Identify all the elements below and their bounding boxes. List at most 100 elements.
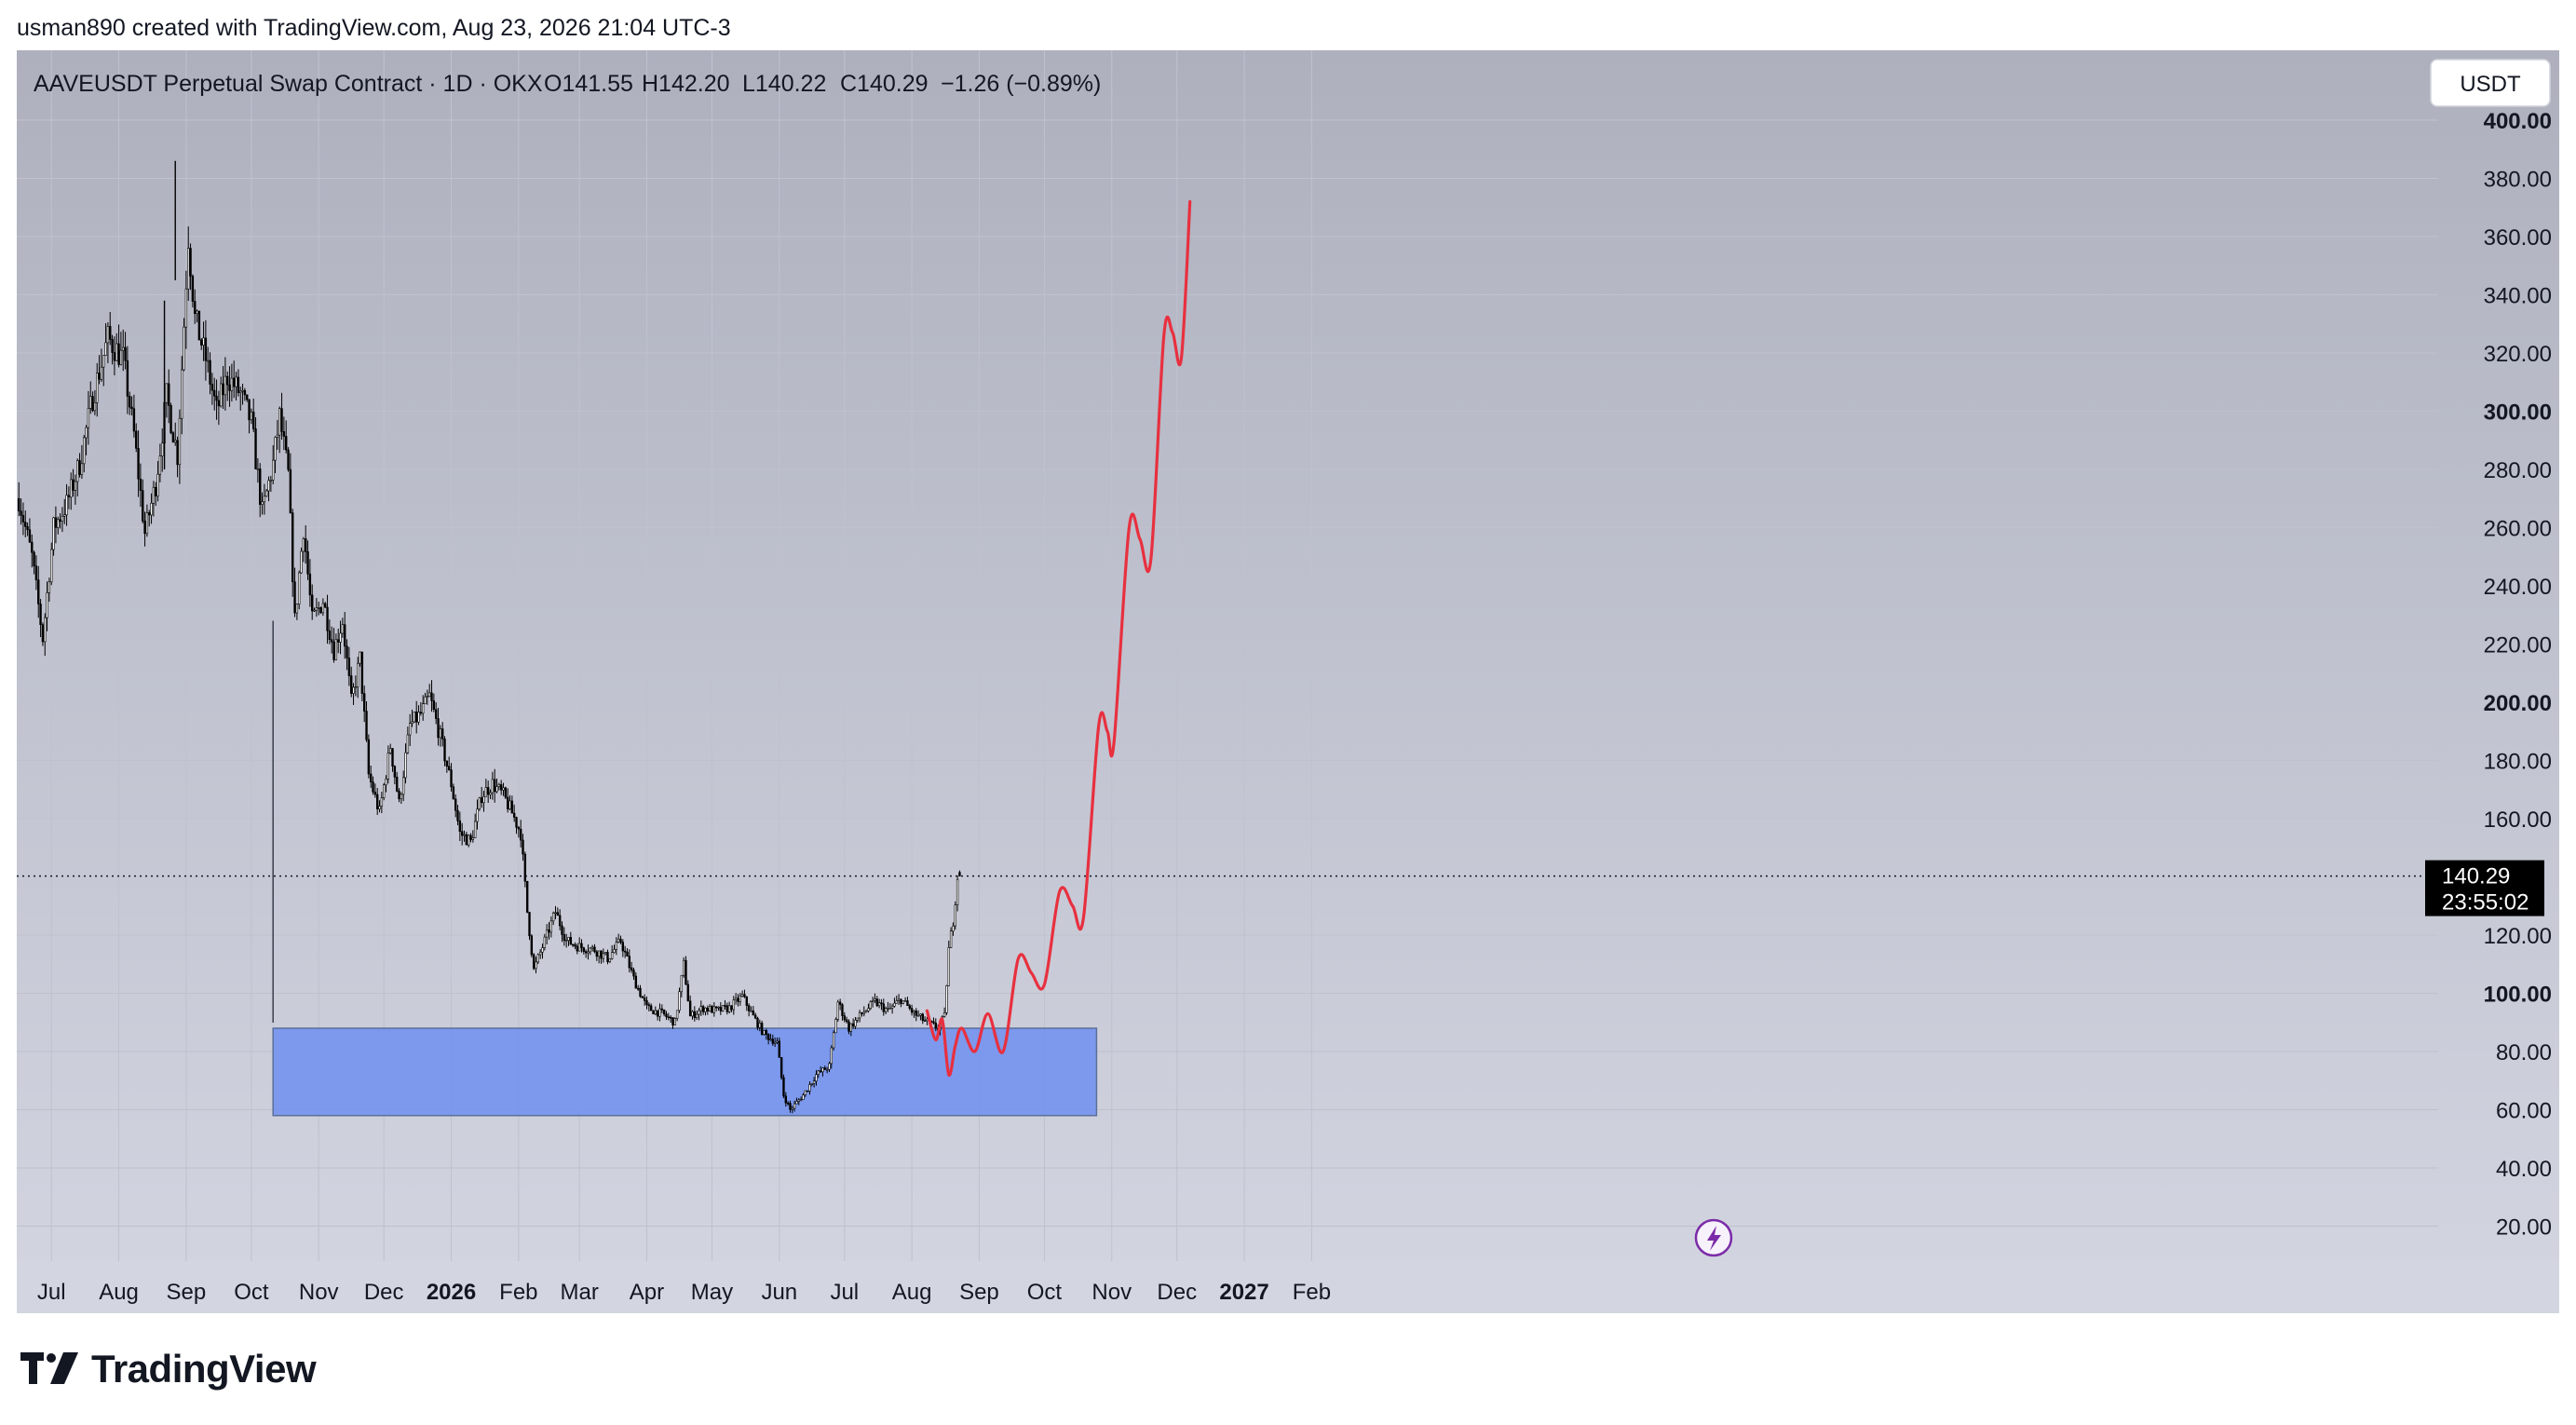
- candle-up: [658, 1008, 661, 1017]
- price-axis-label: 380.00: [2484, 168, 2552, 193]
- time-axis-label: May: [691, 1280, 733, 1305]
- candle-down: [685, 959, 687, 985]
- chart-background: [17, 50, 2559, 1313]
- candle-down: [556, 912, 560, 916]
- candle-down: [499, 784, 503, 791]
- candle-up: [808, 1084, 811, 1092]
- candle-down: [72, 479, 75, 491]
- candle-down: [33, 551, 35, 567]
- candle-up: [704, 1007, 707, 1012]
- candle-down: [606, 952, 609, 963]
- candle-down: [252, 411, 255, 429]
- candle-down: [639, 987, 642, 998]
- candle-down: [861, 1011, 863, 1014]
- chart-area[interactable]: 20.00 40.00 60.00 80.00 100.00 120.00 160.00 18…: [17, 50, 2559, 1313]
- candle-up: [61, 515, 64, 522]
- candle-down: [372, 781, 374, 793]
- candle-up: [359, 651, 361, 664]
- candle-up: [797, 1099, 800, 1102]
- candle-up: [165, 383, 169, 403]
- price-chart[interactable]: 20.00 40.00 60.00 80.00 100.00 120.00 160.00 18…: [17, 50, 2559, 1313]
- candle-up: [802, 1094, 805, 1100]
- candle-down: [819, 1070, 822, 1073]
- candle-up: [278, 408, 281, 436]
- candle-down: [349, 675, 353, 694]
- candle-up: [791, 1107, 793, 1110]
- candle-up: [122, 346, 125, 351]
- candle-down: [37, 579, 40, 604]
- candle-down: [753, 1014, 757, 1019]
- candle-up: [158, 455, 162, 475]
- candle-up: [93, 401, 97, 412]
- candle-up: [869, 1001, 872, 1010]
- candle-up: [52, 517, 55, 550]
- candle-down: [780, 1057, 783, 1079]
- candle-down: [228, 384, 231, 391]
- candle-up: [919, 1013, 922, 1016]
- candle-up: [758, 1023, 762, 1028]
- currency-button[interactable]: USDT: [2430, 59, 2551, 107]
- candle-down: [778, 1040, 781, 1058]
- price-axis-label: 360.00: [2484, 225, 2552, 251]
- candle-down: [347, 658, 351, 676]
- candle-up: [207, 360, 210, 362]
- candle-up: [178, 417, 182, 466]
- candle-down: [395, 776, 399, 792]
- candle-down: [233, 377, 236, 387]
- candle-down: [665, 1013, 668, 1018]
- candle-down: [910, 1008, 914, 1013]
- candle-down: [259, 468, 262, 505]
- time-axis-label: Mar: [560, 1280, 598, 1305]
- candle-up: [202, 337, 205, 346]
- candle-down: [688, 1000, 692, 1017]
- candle-up: [536, 954, 540, 963]
- candle-up: [867, 1008, 870, 1011]
- candle-down: [434, 709, 438, 719]
- time-axis-label: Jun: [761, 1280, 797, 1305]
- candle-down: [649, 1005, 653, 1011]
- candle-down: [308, 573, 312, 596]
- price-axis[interactable]: 20.00 40.00 60.00 80.00 100.00 120.00 160.00 18…: [2425, 50, 2559, 1313]
- candle-up: [302, 538, 305, 552]
- candle-down: [243, 389, 247, 396]
- candle-up: [832, 1032, 835, 1049]
- candle-up: [849, 1023, 852, 1032]
- tradingview-brand[interactable]: TradingView: [20, 1347, 317, 1391]
- candle-down: [130, 406, 133, 410]
- time-axis-label: Feb: [1293, 1280, 1331, 1305]
- candle-up: [356, 662, 359, 687]
- candle-down: [67, 495, 71, 498]
- price-axis-label: 120.00: [2484, 924, 2552, 949]
- candle-up: [854, 1020, 857, 1027]
- candle-up: [106, 326, 110, 344]
- candle-up: [740, 994, 744, 997]
- candle-down: [137, 448, 140, 480]
- candle-down: [561, 925, 563, 935]
- candle-up: [341, 624, 345, 634]
- candle-up: [821, 1067, 824, 1073]
- candle-down: [634, 975, 638, 989]
- time-axis[interactable]: Jul Aug Sep Oct Nov Dec 2026 Feb Mar Apr May Jun Jul…: [17, 1261, 2559, 1313]
- candle-up: [89, 396, 92, 409]
- candle-down: [135, 430, 138, 449]
- time-axis-background: [17, 1261, 2559, 1313]
- candle-up: [174, 440, 177, 443]
- candle-down: [771, 1038, 775, 1044]
- lightning-icon[interactable]: [1694, 1218, 1733, 1257]
- candle-down: [113, 352, 116, 361]
- candle-down: [217, 400, 221, 407]
- tradingview-logo-icon: [20, 1352, 78, 1384]
- candle-up: [427, 692, 431, 698]
- candle-down: [900, 998, 902, 1004]
- price-axis-label: 100.00: [2484, 983, 2552, 1008]
- candle-down: [39, 604, 42, 625]
- price-axis-label: 400.00: [2484, 109, 2552, 134]
- candle-down: [517, 826, 521, 830]
- legend-high: H142.20: [642, 71, 730, 97]
- candle-down: [701, 1006, 705, 1012]
- candle-up: [482, 795, 485, 804]
- price-axis-label: 320.00: [2484, 342, 2552, 367]
- candle-up: [44, 617, 47, 643]
- candle-up: [858, 1011, 861, 1019]
- candle-down: [31, 541, 34, 553]
